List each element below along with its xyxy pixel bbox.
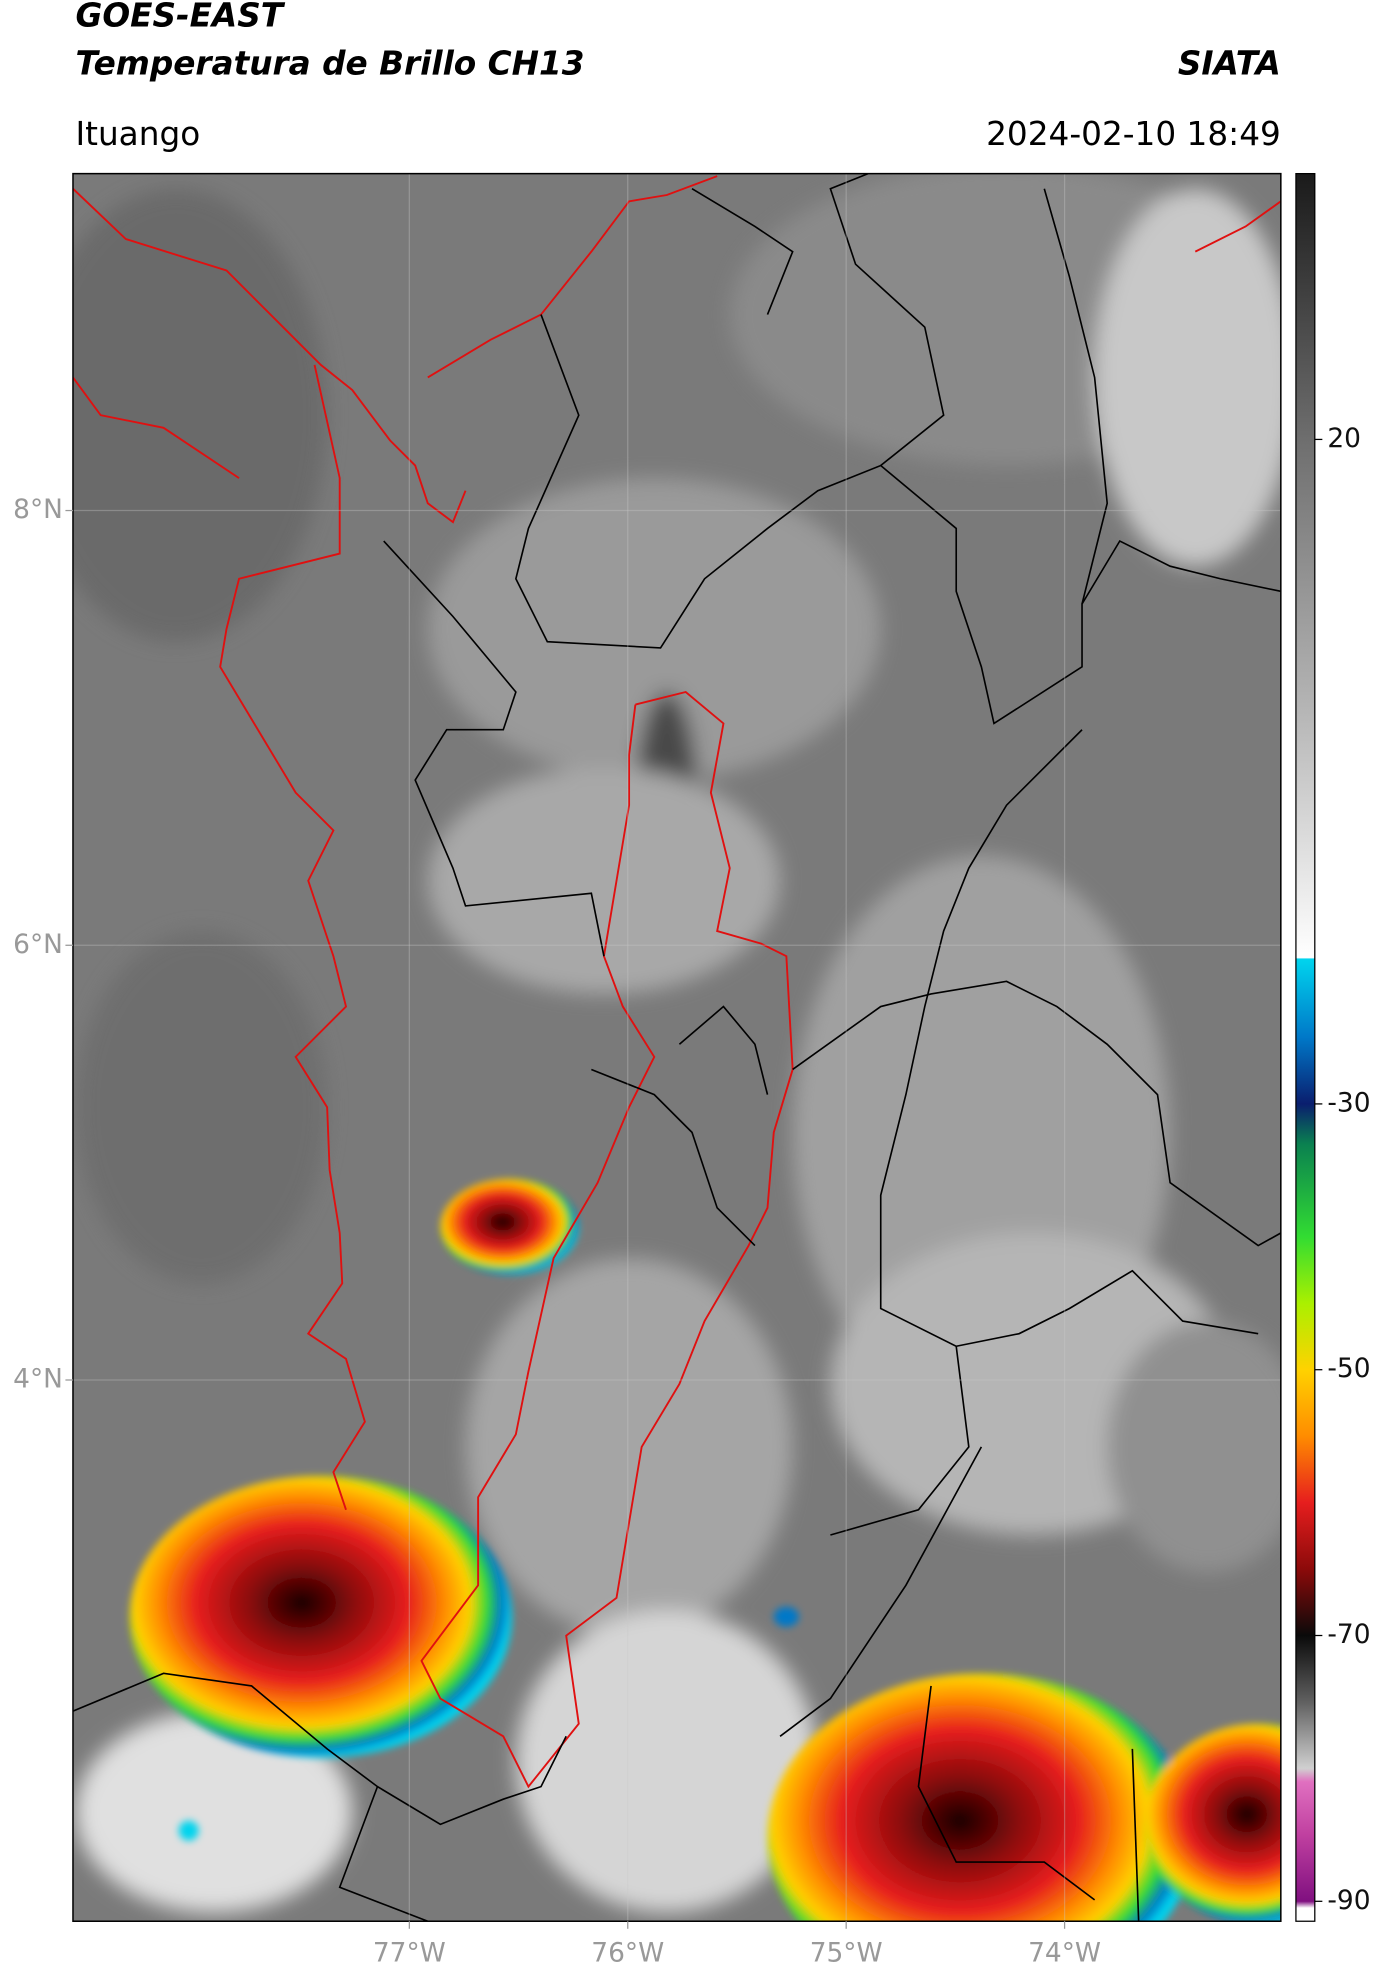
- title: GOES-EAST: [75, 0, 285, 35]
- map-frame: [72, 172, 1282, 1922]
- lon-tick-label: 75°W: [810, 1937, 883, 1968]
- lat-tick-label: 6°N: [13, 929, 63, 960]
- colorbar: [1295, 172, 1316, 1922]
- colorbar-tick-label: -30: [1327, 1087, 1370, 1118]
- colorbar-tick-label: -50: [1327, 1353, 1370, 1384]
- satellite-image: [72, 173, 1281, 1922]
- graticule: [72, 173, 1281, 1922]
- location: Ituango: [75, 115, 200, 153]
- lat-tick-label: 8°N: [13, 494, 63, 525]
- subtitle: Temperatura de Brillo CH13: [75, 44, 584, 82]
- lon-tick-label: 77°W: [373, 1937, 446, 1968]
- colorbar-tick-label: -90: [1327, 1885, 1370, 1916]
- colorbar-tick-label: -70: [1327, 1619, 1370, 1650]
- agency: SIATA: [1178, 44, 1281, 82]
- lon-tick-label: 76°W: [591, 1937, 664, 1968]
- lat-tick-label: 4°N: [13, 1363, 63, 1394]
- datetime: 2024-02-10 18:49: [986, 115, 1281, 153]
- colorbar-tick-label: 20: [1327, 423, 1361, 454]
- lon-tick-label: 74°W: [1028, 1937, 1101, 1968]
